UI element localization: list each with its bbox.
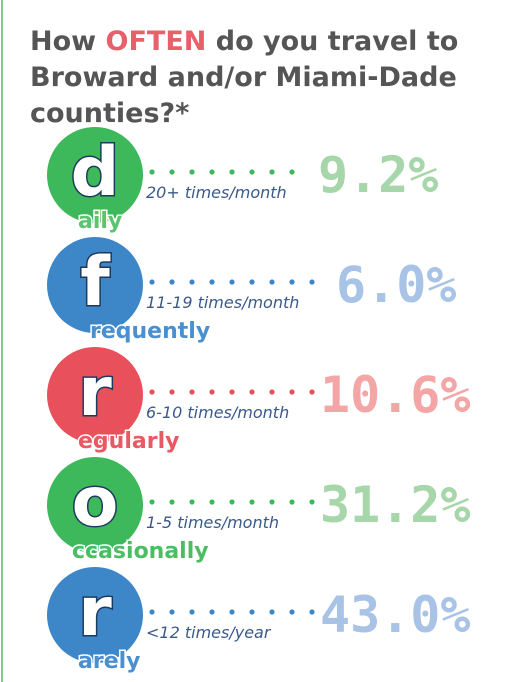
dot — [269, 609, 275, 615]
dot — [209, 279, 215, 285]
dot — [289, 279, 295, 285]
badge-letter: d — [71, 133, 120, 212]
badge-letter: o — [72, 463, 119, 542]
dot — [149, 389, 155, 395]
range: <12 times/year — [146, 623, 272, 642]
badge-word: aily — [78, 209, 122, 234]
percent: 9.2% — [318, 146, 438, 204]
dot — [289, 169, 295, 175]
dot — [309, 389, 315, 395]
range: 1-5 times/month — [146, 513, 279, 532]
dot — [229, 169, 235, 175]
percent: 43.0% — [320, 586, 471, 644]
title-text: How — [30, 26, 106, 57]
dot — [169, 279, 175, 285]
dot — [309, 499, 315, 505]
dot — [189, 389, 195, 395]
range: 20+ times/month — [146, 183, 287, 202]
dot — [249, 389, 255, 395]
range: 11-19 times/month — [146, 293, 299, 312]
range: 6-10 times/month — [146, 403, 289, 422]
title-line: How OFTEN do you travel to — [30, 26, 458, 57]
dot — [189, 499, 195, 505]
dot — [169, 499, 175, 505]
dot — [269, 279, 275, 285]
dot — [169, 169, 175, 175]
badge — [47, 237, 143, 333]
title-line: Broward and/or Miami-Dade — [30, 62, 457, 93]
title-line: counties?* — [30, 98, 189, 129]
dot — [169, 389, 175, 395]
dot — [309, 279, 315, 285]
dot — [289, 389, 295, 395]
badge-letter: f — [80, 243, 111, 322]
dot — [249, 499, 255, 505]
dot — [289, 499, 295, 505]
dot — [189, 169, 195, 175]
dot — [149, 279, 155, 285]
dot — [209, 169, 215, 175]
title-highlight: OFTEN — [106, 26, 207, 57]
dot — [149, 169, 155, 175]
dot — [209, 499, 215, 505]
badge-word: requently — [90, 319, 210, 344]
dot — [249, 169, 255, 175]
dot — [229, 499, 235, 505]
badge-word: ccasionally — [72, 539, 209, 564]
dot — [269, 169, 275, 175]
dot — [249, 609, 255, 615]
dot — [309, 609, 315, 615]
percent: 31.2% — [320, 476, 471, 534]
dot — [229, 389, 235, 395]
dot — [149, 609, 155, 615]
dot — [209, 389, 215, 395]
dot — [209, 609, 215, 615]
badge — [47, 127, 143, 223]
dot — [289, 609, 295, 615]
dot — [269, 499, 275, 505]
dot — [189, 279, 195, 285]
dot — [169, 609, 175, 615]
badge-word: egularly — [78, 429, 179, 454]
dot — [189, 609, 195, 615]
percent: 10.6% — [320, 366, 471, 424]
badge — [47, 567, 143, 663]
badge-letter: r — [78, 573, 112, 652]
badge-word: arely — [78, 649, 141, 674]
badge — [47, 347, 143, 443]
badge-letter: r — [78, 353, 112, 432]
dot — [249, 279, 255, 285]
dot — [229, 279, 235, 285]
badge — [47, 457, 143, 553]
dot — [229, 609, 235, 615]
dot — [269, 389, 275, 395]
dot — [149, 499, 155, 505]
percent: 6.0% — [336, 256, 456, 314]
title-text: do you travel to — [206, 26, 458, 57]
